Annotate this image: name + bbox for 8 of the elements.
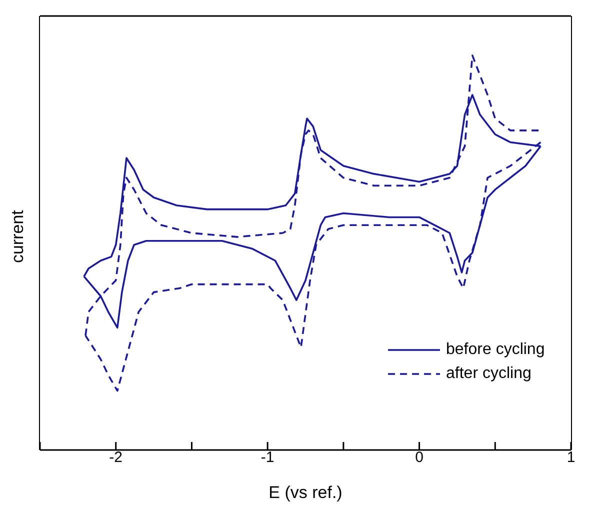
x-axis-title: E (vs ref.) — [268, 483, 342, 502]
y-axis-title: current — [8, 210, 28, 263]
x-tick-label: -2 — [109, 449, 123, 466]
legend-label: after cycling — [446, 364, 532, 384]
x-tick-label: -1 — [260, 449, 274, 466]
x-tick-label: 0 — [415, 449, 424, 466]
legend-label: before cycling — [446, 340, 545, 360]
x-tick-label: 1 — [566, 449, 576, 466]
